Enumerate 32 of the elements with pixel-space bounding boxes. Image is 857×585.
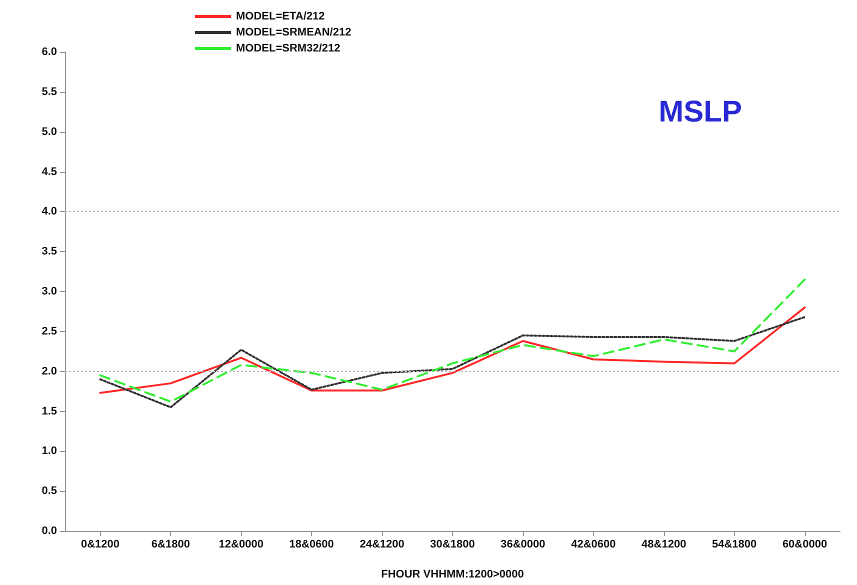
x-tick-label: 54&1800 <box>712 538 757 550</box>
y-tick-label: 6.0 <box>42 46 57 58</box>
y-tick-label: 3.0 <box>42 286 57 298</box>
y-tick-label: 2.0 <box>42 365 57 378</box>
x-tick-label: 18&0600 <box>289 538 334 550</box>
line-series <box>99 306 806 394</box>
y-tick-label: 1.5 <box>42 405 57 418</box>
y-tick-label: 1.0 <box>42 445 57 458</box>
x-tick-label: 24&1200 <box>360 538 404 550</box>
x-axis-title: FHOUR VHHMM:1200>0000 <box>381 568 524 580</box>
x-tick-label: 60&0000 <box>782 538 828 550</box>
x-tick-label: 42&0600 <box>571 538 616 550</box>
y-tick-label: 5.0 <box>42 126 57 138</box>
text: MSLP <box>658 96 742 128</box>
x-tick-label: 48&1200 <box>642 538 686 550</box>
y-tick-label: 4.5 <box>42 166 57 178</box>
x-tick-label: 12&0000 <box>218 538 264 550</box>
y-tick-label: 0.0 <box>42 525 57 537</box>
legend-label: MODEL=SRM32/212 <box>236 42 340 54</box>
x-tick-label: 30&1800 <box>430 538 475 550</box>
x-tick-label: 6&1800 <box>151 538 190 550</box>
y-tick-label: 2.5 <box>42 325 57 338</box>
y-tick-label: 3.5 <box>42 246 57 258</box>
legend-label: MODEL=ETA/212 <box>236 10 325 22</box>
y-tick-label: 5.5 <box>42 86 57 98</box>
line-series <box>99 278 806 403</box>
x-tick-label: 36&0000 <box>500 538 546 550</box>
y-tick-label: 4.0 <box>42 206 57 218</box>
legend-label: MODEL=SRMEAN/212 <box>236 26 352 38</box>
line-series <box>99 316 806 408</box>
x-tick-label: 0&1200 <box>80 538 120 550</box>
y-tick-label: 0.5 <box>42 485 57 498</box>
